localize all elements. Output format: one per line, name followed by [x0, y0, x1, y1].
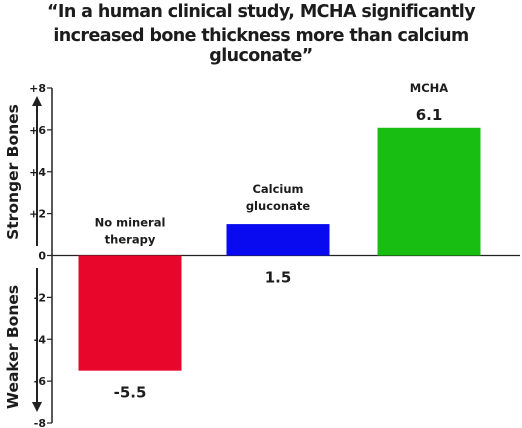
chart-title-line-2: increased bone thickness more than calci… — [53, 26, 469, 66]
down-arrow-icon — [32, 402, 42, 412]
bar — [377, 127, 481, 256]
y-tick-label: -2 — [34, 291, 46, 304]
y-tick-label: 0 — [38, 250, 46, 263]
chart-title-line-1: “In a human clinical study, MCHA signifi… — [47, 2, 476, 22]
side-label-weaker-bones: Weaker Bones — [4, 285, 22, 409]
category-label: No mineral — [95, 216, 166, 230]
category-label: gluconate — [246, 199, 311, 213]
value-label: 1.5 — [265, 269, 292, 287]
y-tick-label: +2 — [29, 208, 46, 221]
y-tick-label: -8 — [34, 417, 46, 428]
bar — [78, 255, 182, 371]
y-tick-label: -4 — [34, 333, 47, 346]
y-tick-label: +8 — [29, 82, 46, 95]
y-tick-label: -6 — [34, 375, 47, 388]
side-label-stronger-bones: Stronger Bones — [4, 104, 22, 240]
category-label: therapy — [105, 233, 156, 247]
up-arrow-icon — [32, 96, 42, 106]
y-tick-label: +4 — [29, 166, 46, 179]
value-label: -5.5 — [114, 384, 147, 402]
category-label: MCHA — [410, 81, 449, 95]
value-label: 6.1 — [416, 106, 443, 124]
category-label: Calcium — [252, 182, 303, 196]
y-tick-label: +6 — [29, 124, 46, 137]
bar — [226, 224, 330, 256]
